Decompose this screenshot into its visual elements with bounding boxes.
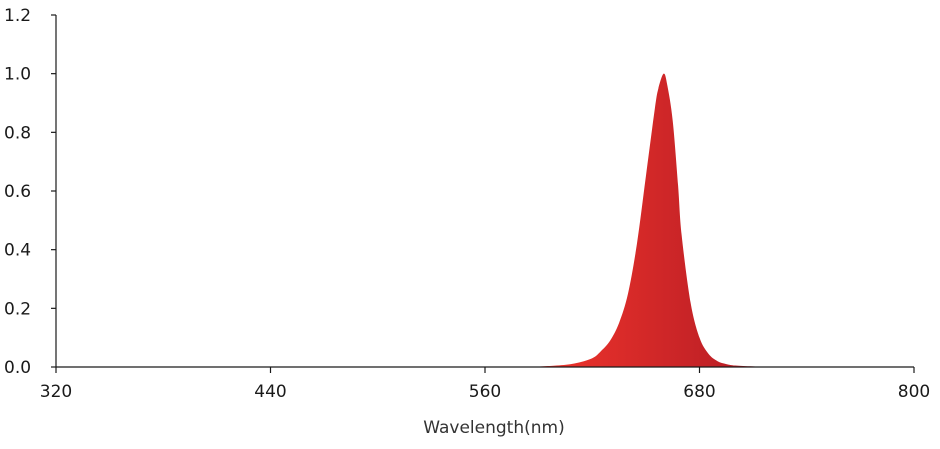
x-axis-title: Wavelength(nm) bbox=[423, 418, 564, 438]
y-axis-ticks: 0.0 0.2 0.4 0.6 0.8 1.0 1.2 bbox=[4, 6, 56, 378]
x-tick-label: 800 bbox=[898, 382, 930, 402]
x-tick-label: 560 bbox=[469, 382, 501, 402]
y-tick-label: 0.8 bbox=[4, 123, 31, 143]
y-tick-label: 1.2 bbox=[4, 6, 31, 26]
y-tick-label: 0.2 bbox=[4, 299, 31, 319]
spectrum-area bbox=[529, 73, 780, 367]
y-tick-label: 1.0 bbox=[4, 65, 31, 85]
x-tick-label: 440 bbox=[254, 382, 286, 402]
y-tick-label: 0.0 bbox=[4, 358, 31, 378]
x-tick-label: 680 bbox=[683, 382, 715, 402]
x-tick-label: 320 bbox=[40, 382, 72, 402]
y-tick-label: 0.4 bbox=[4, 241, 31, 261]
x-axis-ticks: 320 440 560 680 800 bbox=[40, 367, 930, 402]
y-tick-label: 0.6 bbox=[4, 182, 31, 202]
